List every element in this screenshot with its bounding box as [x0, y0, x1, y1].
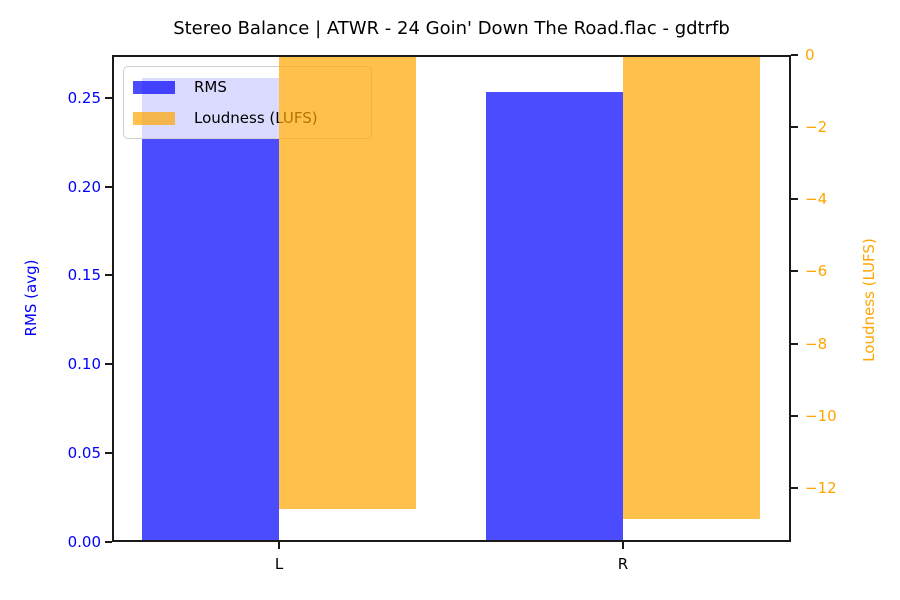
right-y-tick-label: 0 [805, 46, 815, 64]
left-y-tick-label: 0.20 [67, 177, 101, 196]
bar-loudness-lufs-r [623, 55, 760, 519]
bars-layer [112, 55, 791, 542]
left-y-tick-mark [105, 185, 112, 188]
left-y-tick-label: 0.25 [67, 88, 101, 107]
right-y-tick-mark [791, 486, 798, 489]
bar-rms-l [142, 78, 279, 542]
right-y-tick-mark [791, 198, 798, 201]
legend-row-rms: RMS [133, 76, 359, 98]
right-y-tick-label: −12 [805, 478, 837, 497]
right-y-tick-mark [791, 414, 798, 417]
left-y-tick-mark [105, 363, 112, 366]
left-y-tick-mark [105, 274, 112, 277]
left-y-tick-mark [105, 452, 112, 455]
right-y-tick-label: −10 [805, 406, 837, 425]
right-y-tick-label: −6 [805, 262, 828, 281]
right-y-tick-label: −4 [805, 190, 828, 209]
legend-swatch-loudness-lufs [133, 111, 175, 125]
legend-label-rms: RMS [194, 78, 227, 96]
x-tick-label-r: R [617, 555, 629, 573]
left-y-tick-mark [105, 96, 112, 99]
bar-rms-r [486, 92, 623, 542]
left-y-tick-mark [105, 541, 112, 543]
right-y-tick-mark [791, 126, 798, 129]
x-tick-mark [278, 542, 280, 549]
legend-swatch-rms [133, 80, 175, 94]
plot-area: RMS Loudness (LUFS) [112, 55, 791, 542]
x-tick-mark [622, 542, 624, 549]
left-y-tick-label: 0.15 [67, 266, 101, 285]
left-y-tick-label: 0.10 [67, 355, 101, 374]
left-y-tick-label: 0.00 [67, 533, 101, 551]
right-y-tick-mark [791, 342, 798, 345]
right-y-tick-label: −8 [805, 334, 828, 353]
right-y-tick-label: −2 [805, 118, 828, 137]
bar-loudness-lufs-l [279, 55, 416, 510]
right-y-tick-mark [791, 270, 798, 273]
left-y-tick-label: 0.05 [67, 444, 101, 463]
right-y-tick-mark [791, 54, 798, 56]
x-tick-label-l: L [274, 555, 284, 573]
chart-title: Stereo Balance | ATWR - 24 Goin' Down Th… [173, 18, 730, 39]
